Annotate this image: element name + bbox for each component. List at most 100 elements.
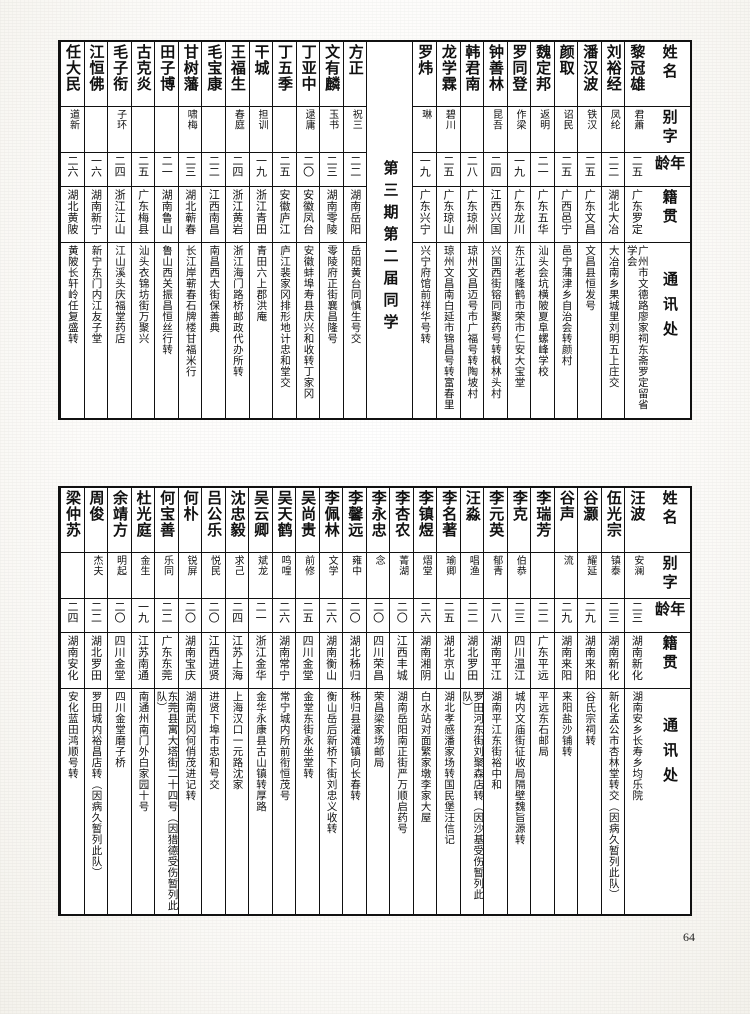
entry-address-cell: 安徽蚌埠寿县庆兴和收转丁家冈 (296, 242, 320, 418)
entry-address-cell: 四川金堂磨子桥 (108, 688, 131, 914)
entry-origin: 广东兴宁 (418, 189, 432, 235)
entry-name-cell: 丁五季 (273, 42, 296, 106)
roster-entry: 李名著 瑜卿 二五 湖北京山 湖北孝感潘家场转国民堡汪信记 (436, 488, 460, 914)
entry-address: 上海汉口一元路沈家 (231, 691, 244, 790)
entry-origin: 湖南平江 (489, 635, 503, 681)
entry-address-cell: 文昌县恒发号 (578, 242, 601, 418)
entry-age: 二二 (160, 601, 174, 623)
entry-age: 一六 (89, 155, 103, 177)
entry-alias-cell: 斌龙 (249, 552, 272, 598)
entry-alias: 道新 (67, 109, 79, 130)
entry-origin-cell: 湖南来阳 (578, 632, 601, 688)
entry-address-cell: 东江老隆鹤市荣市仁安大宝堂 (507, 242, 531, 418)
roster-entry: 李元英 郁青 二八 湖南平江 湖南平江东街裕中和 (483, 488, 507, 914)
entry-alias: 菁湖 (396, 555, 408, 576)
entry-address-cell: 白水站对面繁家墩李家大屋 (413, 688, 437, 914)
entry-address: 新化孟公市杏林堂转交（因病久暂列此队） (607, 691, 620, 900)
entry-origin-cell: 浙江金华 (249, 632, 272, 688)
entry-origin-cell: 安徽庐江 (273, 186, 296, 242)
entry-origin-cell: 湖南衡山 (319, 632, 343, 688)
legend-origin-label: 籍贯 (660, 635, 679, 673)
entry-alias-cell: 金生 (131, 552, 155, 598)
entry-alias-cell: 安澜 (625, 552, 648, 598)
entry-origin-cell: 湖北秭归 (343, 632, 366, 688)
roster-entry: 梁仲苏 二四 湖南安化 安化蓝田鸿顺号转 (60, 488, 84, 914)
entry-address-cell: 湖南平江东街裕中和 (484, 688, 507, 914)
entry-origin: 浙江黄岩 (230, 189, 244, 235)
entry-address: 荣昌梁家场邮局 (372, 691, 385, 768)
entry-address: 汕头衣锦坊街万聚兴 (137, 245, 150, 344)
entry-address-cell: 谷氏宗祠转 (578, 688, 601, 914)
entry-origin-cell: 湖南新化 (601, 632, 625, 688)
entry-address: 江山溪头庆福堂药店 (114, 245, 127, 344)
entry-origin-cell: 广西邑宁 (554, 186, 578, 242)
entry-alias-cell: 伯恭 (507, 552, 531, 598)
entry-address-cell: 兴国西街镕同聚药号转枫林头村 (484, 242, 507, 418)
entry-name: 李永忠 (369, 490, 388, 538)
entry-address: 金堂东街永坐堂转 (302, 691, 315, 779)
entry-name: 何朴 (181, 490, 200, 522)
entry-alias: 啸梅 (185, 109, 197, 130)
legend-alias-label: 别字 (660, 109, 679, 147)
entry-age-cell: 二三 (625, 598, 648, 632)
entry-origin: 浙江青田 (254, 189, 268, 235)
entry-name-cell: 甘树藩 (179, 42, 202, 106)
entry-alias-cell: 耀延 (578, 552, 601, 598)
entry-alias-cell: 凤纶 (601, 106, 625, 152)
entry-origin: 湖南新化 (606, 635, 620, 681)
entry-alias: 君蕭 (631, 109, 643, 130)
roster-entry: 汪波 安澜 二三 湖南新化 湖南安乡长寿乡均乐院 (624, 488, 648, 914)
entry-name: 甘树藩 (181, 44, 200, 92)
entry-address-cell: 湖南岳阳南正街严万顺启药号 (390, 688, 413, 914)
entry-name: 毛子衔 (111, 44, 130, 92)
entry-name-cell: 汪波 (625, 488, 648, 552)
entry-origin-cell: 广东文昌 (578, 186, 601, 242)
legend-alias: 别字 (648, 106, 690, 152)
entry-age: 二四 (230, 601, 244, 623)
entry-age: 二四 (488, 155, 502, 177)
entry-age: 二〇 (183, 601, 197, 623)
entry-name-cell: 谷灏 (578, 488, 601, 552)
entry-name-cell: 余靖方 (108, 488, 131, 552)
entry-alias: 雍中 (349, 555, 361, 576)
entry-alias: 琳 (419, 109, 431, 120)
entry-age: 二〇 (348, 601, 362, 623)
entry-origin: 湖南鲁山 (160, 189, 174, 235)
entry-origin-cell: 湖南平江 (484, 632, 507, 688)
entry-age: 一九 (254, 155, 268, 177)
entry-age: 一九 (418, 155, 432, 177)
entry-origin: 广东梅县 (136, 189, 150, 235)
entry-name-cell: 江恒佛 (85, 42, 108, 106)
entry-alias-cell: 菁湖 (390, 552, 413, 598)
entry-age: 二五 (583, 155, 597, 177)
entry-origin-cell: 四川金堂 (296, 632, 319, 688)
entry-name: 龙学霖 (439, 44, 458, 92)
entry-address: 湖南武冈何俏茂进记转 (184, 691, 197, 801)
entry-name-cell: 李瑞芳 (531, 488, 554, 552)
entry-name: 潘汉波 (581, 44, 600, 92)
entry-name: 古克炎 (134, 44, 153, 92)
entry-origin: 安徽凤台 (301, 189, 315, 235)
roster-entry: 李镇煜 熠堂 二六 湖南湘阴 白水站对面繁家墩李家大屋 (412, 488, 437, 914)
entry-origin-cell: 湖南宝庆 (178, 632, 202, 688)
entry-age-cell: 二四 (108, 152, 131, 186)
entry-name: 田子博 (158, 44, 177, 92)
entry-age: 二六 (277, 601, 291, 623)
roster-entry: 吴天鹤 鸣喤 二六 湖南常宁 常宁城内所前衔恒茂号 (271, 488, 296, 914)
entry-origin: 江苏南通 (136, 635, 150, 681)
entry-address: 平远东石邮局 (537, 691, 550, 757)
entry-address: 罗田河东街刘聚森店转（因沙基受伤暂列此队） (461, 691, 484, 900)
entry-age-cell: 二〇 (178, 598, 202, 632)
entry-age: 二八 (465, 155, 479, 177)
entry-origin: 四川金堂 (301, 635, 315, 681)
entry-age-cell: 二五 (273, 152, 296, 186)
entry-origin: 广东五华 (536, 189, 550, 235)
entry-alias: 安澜 (631, 555, 643, 576)
entry-alias: 流 (561, 555, 573, 566)
entry-alias-cell: 文学 (319, 552, 343, 598)
entry-origin: 湖北罗田 (465, 635, 479, 681)
entry-origin-cell: 广东罗定 (625, 186, 648, 242)
entry-alias-cell (531, 552, 554, 598)
entry-origin-cell: 湖北黄陂 (61, 186, 84, 242)
entry-address-cell: 东莞县寓大塔街二十四号（因猎德受伤暂列此队） (155, 688, 178, 914)
